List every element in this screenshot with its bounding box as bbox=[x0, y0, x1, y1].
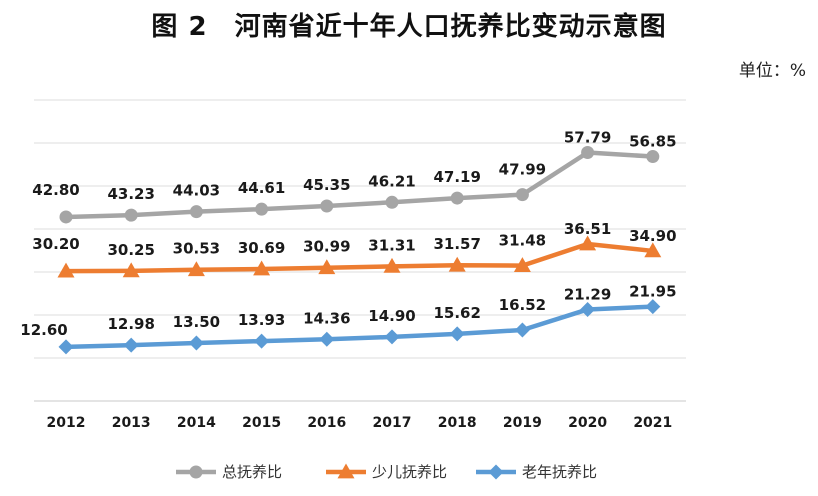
x-tick-label: 2013 bbox=[112, 415, 151, 431]
x-tick-label: 2020 bbox=[568, 415, 607, 431]
data-label: 14.90 bbox=[368, 307, 415, 325]
data-point bbox=[320, 199, 334, 213]
x-tick-label: 2017 bbox=[373, 415, 412, 431]
data-label: 36.51 bbox=[564, 220, 611, 238]
data-label: 15.62 bbox=[433, 304, 480, 322]
x-tick-label: 2019 bbox=[503, 415, 542, 431]
data-point bbox=[254, 333, 270, 349]
x-tick-label: 2021 bbox=[633, 415, 672, 431]
x-tick-label: 2014 bbox=[177, 415, 216, 431]
data-label: 42.80 bbox=[32, 181, 79, 199]
data-point bbox=[448, 256, 466, 272]
data-point bbox=[123, 337, 139, 353]
data-label: 21.95 bbox=[629, 283, 676, 301]
data-label: 12.98 bbox=[107, 315, 154, 333]
data-point bbox=[59, 210, 73, 224]
data-point bbox=[319, 331, 335, 347]
data-point bbox=[450, 191, 464, 205]
legend-marker bbox=[488, 464, 504, 480]
data-point bbox=[253, 260, 271, 276]
data-point bbox=[514, 322, 530, 338]
series-line-3 bbox=[63, 304, 656, 350]
data-label: 30.25 bbox=[107, 241, 154, 259]
x-tick-label: 2016 bbox=[307, 415, 346, 431]
data-label: 30.53 bbox=[173, 240, 220, 258]
data-point bbox=[384, 329, 400, 345]
legend-marker bbox=[189, 465, 203, 479]
unit-label: 单位：% bbox=[738, 61, 806, 81]
data-label: 34.90 bbox=[629, 227, 676, 245]
data-label: 13.93 bbox=[238, 311, 285, 329]
data-label: 31.57 bbox=[433, 235, 480, 253]
data-point bbox=[580, 301, 596, 317]
data-label: 13.50 bbox=[173, 313, 220, 331]
data-point bbox=[318, 259, 336, 275]
x-tick-label: 2018 bbox=[438, 415, 477, 431]
data-label: 45.35 bbox=[303, 176, 350, 194]
data-point bbox=[579, 235, 597, 251]
x-tick-label: 2012 bbox=[47, 415, 86, 431]
data-label: 31.31 bbox=[368, 236, 415, 254]
data-label: 43.23 bbox=[107, 185, 154, 203]
legend-label: 总抚养比 bbox=[222, 463, 282, 481]
data-point bbox=[187, 261, 205, 277]
legend-label: 老年抚养比 bbox=[522, 463, 597, 481]
series-line-1 bbox=[63, 150, 656, 220]
data-label: 44.03 bbox=[173, 182, 220, 200]
data-point bbox=[57, 262, 75, 278]
data-label: 46.21 bbox=[368, 172, 415, 190]
data-point bbox=[645, 299, 661, 315]
data-point bbox=[385, 195, 399, 209]
data-label: 21.29 bbox=[564, 285, 611, 303]
data-label: 47.19 bbox=[433, 168, 480, 186]
data-point bbox=[189, 205, 203, 219]
data-point bbox=[513, 257, 531, 273]
data-label: 30.20 bbox=[32, 235, 79, 253]
legend-label: 少儿抚养比 bbox=[372, 463, 447, 481]
series-line-2 bbox=[63, 241, 656, 274]
data-label: 14.36 bbox=[303, 309, 350, 327]
data-point bbox=[124, 208, 138, 222]
data-label: 16.52 bbox=[499, 296, 546, 314]
data-point bbox=[646, 150, 660, 164]
data-label: 57.79 bbox=[564, 129, 611, 147]
data-label: 44.61 bbox=[238, 179, 285, 197]
data-point bbox=[255, 202, 269, 216]
data-label: 30.69 bbox=[238, 239, 285, 257]
data-point bbox=[644, 242, 662, 258]
data-label: 30.99 bbox=[303, 238, 350, 256]
data-point bbox=[58, 339, 74, 355]
data-point bbox=[449, 326, 465, 342]
data-label: 56.85 bbox=[629, 133, 676, 151]
data-label: 47.99 bbox=[499, 161, 546, 179]
data-point bbox=[122, 262, 140, 278]
data-label: 12.60 bbox=[20, 321, 67, 339]
data-point bbox=[188, 335, 204, 351]
data-point bbox=[581, 146, 595, 160]
legend-marker bbox=[337, 463, 355, 479]
data-point bbox=[383, 257, 401, 273]
data-point bbox=[515, 188, 529, 202]
data-label: 31.48 bbox=[499, 232, 546, 250]
x-tick-label: 2015 bbox=[242, 415, 281, 431]
chart-title: 图 2 河南省近十年人口抚养比变动示意图 bbox=[151, 12, 667, 42]
